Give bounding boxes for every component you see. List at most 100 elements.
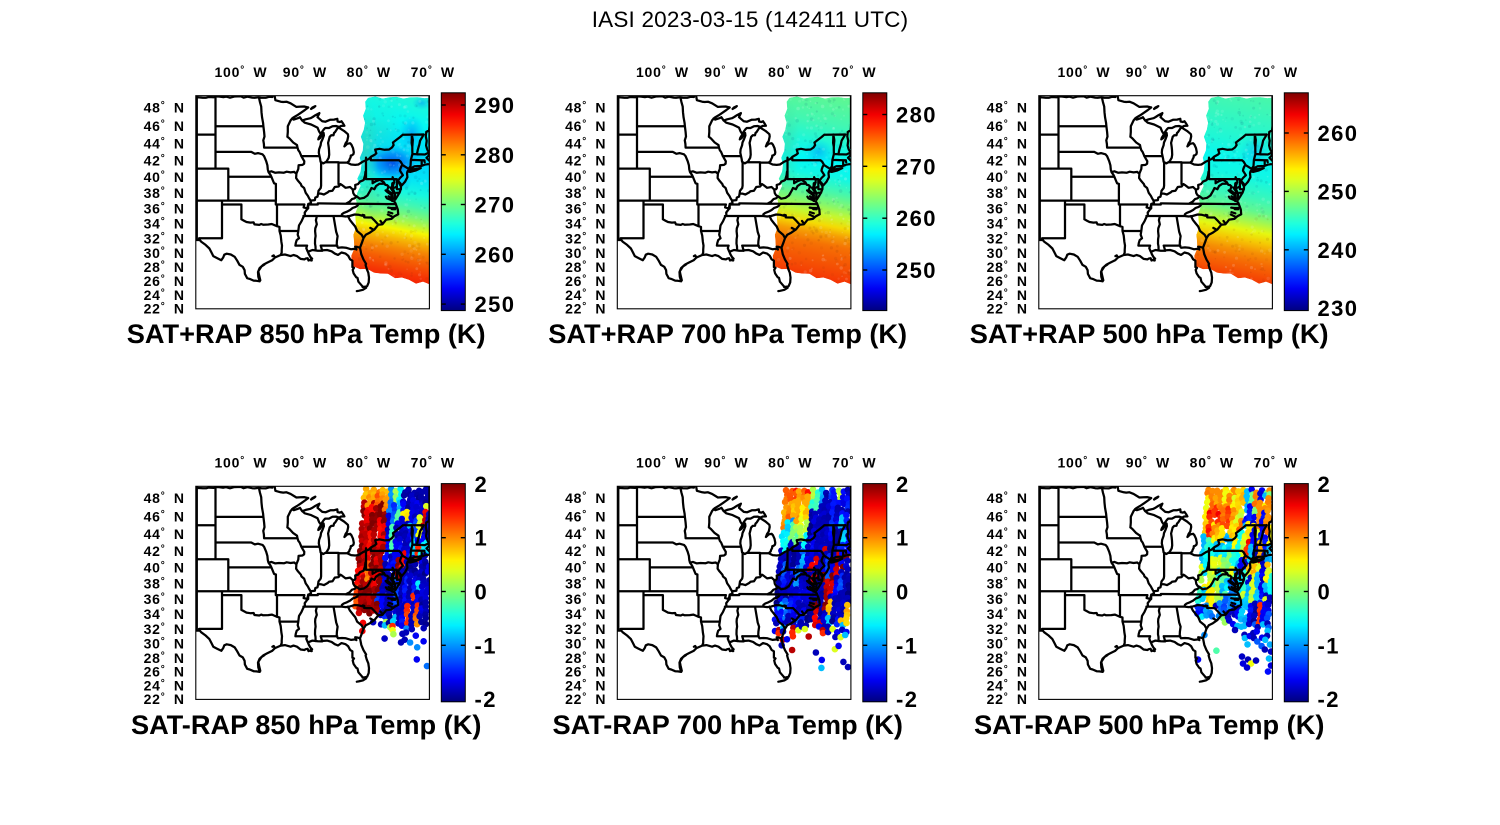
svg-text:30° N: 30° N xyxy=(565,636,606,652)
svg-text:26° N: 26° N xyxy=(144,273,185,289)
svg-text:100° W: 100° W xyxy=(214,454,267,470)
svg-text:90° W: 90° W xyxy=(283,454,327,470)
svg-text:28° N: 28° N xyxy=(987,259,1028,275)
svg-text:90° W: 90° W xyxy=(1126,454,1170,470)
svg-text:70° W: 70° W xyxy=(832,454,876,470)
svg-text:250: 250 xyxy=(1318,179,1359,204)
svg-text:70° W: 70° W xyxy=(411,64,455,80)
svg-text:100° W: 100° W xyxy=(1057,64,1110,80)
svg-text:42° N: 42° N xyxy=(565,543,606,559)
svg-text:42° N: 42° N xyxy=(987,543,1028,559)
svg-text:-2: -2 xyxy=(475,687,497,712)
svg-text:24° N: 24° N xyxy=(987,287,1028,303)
svg-text:44° N: 44° N xyxy=(144,526,185,542)
svg-text:34° N: 34° N xyxy=(565,606,606,622)
svg-text:48° N: 48° N xyxy=(565,100,606,116)
svg-text:44° N: 44° N xyxy=(987,135,1028,151)
svg-text:2: 2 xyxy=(1318,472,1332,497)
svg-text:70° W: 70° W xyxy=(832,64,876,80)
svg-text:32° N: 32° N xyxy=(144,621,185,637)
svg-text:48° N: 48° N xyxy=(144,490,185,506)
svg-text:42° N: 42° N xyxy=(144,152,185,168)
svg-text:SAT+RAP 500 hPa Temp (K): SAT+RAP 500 hPa Temp (K) xyxy=(970,318,1329,349)
svg-text:22° N: 22° N xyxy=(987,691,1028,707)
svg-text:SAT+RAP 850 hPa Temp (K): SAT+RAP 850 hPa Temp (K) xyxy=(127,318,486,349)
svg-text:36° N: 36° N xyxy=(144,591,185,607)
svg-text:46° N: 46° N xyxy=(565,509,606,525)
svg-text:2: 2 xyxy=(896,472,910,497)
svg-text:38° N: 38° N xyxy=(144,185,185,201)
svg-text:24° N: 24° N xyxy=(144,677,185,693)
svg-text:24° N: 24° N xyxy=(565,287,606,303)
svg-text:48° N: 48° N xyxy=(987,490,1028,506)
svg-text:26° N: 26° N xyxy=(144,664,185,680)
svg-text:100° W: 100° W xyxy=(636,64,689,80)
svg-text:28° N: 28° N xyxy=(144,650,185,666)
svg-text:IASI 2023-03-15 (142411 UTC): IASI 2023-03-15 (142411 UTC) xyxy=(592,7,909,32)
svg-text:42° N: 42° N xyxy=(144,543,185,559)
svg-text:46° N: 46° N xyxy=(144,118,185,134)
svg-text:36° N: 36° N xyxy=(987,201,1028,217)
svg-text:90° W: 90° W xyxy=(704,64,748,80)
svg-text:24° N: 24° N xyxy=(987,677,1028,693)
svg-text:0: 0 xyxy=(1318,580,1332,605)
svg-text:46° N: 46° N xyxy=(987,509,1028,525)
svg-text:SAT-RAP 500 hPa Temp (K): SAT-RAP 500 hPa Temp (K) xyxy=(974,709,1325,740)
svg-text:70° W: 70° W xyxy=(1254,454,1298,470)
svg-text:70° W: 70° W xyxy=(1254,64,1298,80)
svg-text:38° N: 38° N xyxy=(987,185,1028,201)
svg-text:80° W: 80° W xyxy=(768,454,812,470)
svg-text:26° N: 26° N xyxy=(987,664,1028,680)
svg-text:100° W: 100° W xyxy=(636,454,689,470)
svg-text:28° N: 28° N xyxy=(565,650,606,666)
svg-text:38° N: 38° N xyxy=(144,576,185,592)
svg-text:270: 270 xyxy=(475,193,516,218)
svg-text:34° N: 34° N xyxy=(144,216,185,232)
svg-text:36° N: 36° N xyxy=(565,591,606,607)
svg-text:90° W: 90° W xyxy=(1126,64,1170,80)
svg-text:44° N: 44° N xyxy=(565,526,606,542)
svg-text:0: 0 xyxy=(475,580,489,605)
svg-text:22° N: 22° N xyxy=(565,691,606,707)
svg-text:-2: -2 xyxy=(1318,687,1340,712)
svg-text:26° N: 26° N xyxy=(565,273,606,289)
svg-text:32° N: 32° N xyxy=(565,621,606,637)
svg-text:34° N: 34° N xyxy=(144,606,185,622)
svg-text:270: 270 xyxy=(896,154,937,179)
svg-text:22° N: 22° N xyxy=(144,300,185,316)
svg-text:0: 0 xyxy=(896,580,910,605)
svg-text:48° N: 48° N xyxy=(565,490,606,506)
svg-text:46° N: 46° N xyxy=(987,118,1028,134)
svg-text:24° N: 24° N xyxy=(144,287,185,303)
svg-text:40° N: 40° N xyxy=(987,169,1028,185)
svg-text:28° N: 28° N xyxy=(144,259,185,275)
svg-text:22° N: 22° N xyxy=(565,300,606,316)
svg-text:40° N: 40° N xyxy=(144,560,185,576)
svg-text:38° N: 38° N xyxy=(987,576,1028,592)
svg-text:44° N: 44° N xyxy=(565,135,606,151)
svg-text:38° N: 38° N xyxy=(565,576,606,592)
svg-text:30° N: 30° N xyxy=(987,245,1028,261)
svg-text:80° W: 80° W xyxy=(768,64,812,80)
svg-text:260: 260 xyxy=(896,206,937,231)
svg-text:34° N: 34° N xyxy=(987,606,1028,622)
svg-text:-1: -1 xyxy=(1318,633,1340,658)
svg-text:42° N: 42° N xyxy=(565,152,606,168)
svg-text:48° N: 48° N xyxy=(144,100,185,116)
svg-text:80° W: 80° W xyxy=(1190,454,1234,470)
svg-text:70° W: 70° W xyxy=(411,454,455,470)
svg-text:40° N: 40° N xyxy=(144,169,185,185)
svg-text:36° N: 36° N xyxy=(144,201,185,217)
svg-text:22° N: 22° N xyxy=(987,300,1028,316)
svg-text:250: 250 xyxy=(475,292,516,317)
svg-text:90° W: 90° W xyxy=(283,64,327,80)
svg-text:22° N: 22° N xyxy=(144,691,185,707)
svg-text:1: 1 xyxy=(1318,526,1332,551)
svg-text:100° W: 100° W xyxy=(1057,454,1110,470)
svg-text:38° N: 38° N xyxy=(565,185,606,201)
svg-text:80° W: 80° W xyxy=(1190,64,1234,80)
svg-text:32° N: 32° N xyxy=(565,230,606,246)
svg-text:240: 240 xyxy=(1318,238,1359,263)
svg-text:40° N: 40° N xyxy=(565,560,606,576)
svg-text:260: 260 xyxy=(475,242,516,267)
